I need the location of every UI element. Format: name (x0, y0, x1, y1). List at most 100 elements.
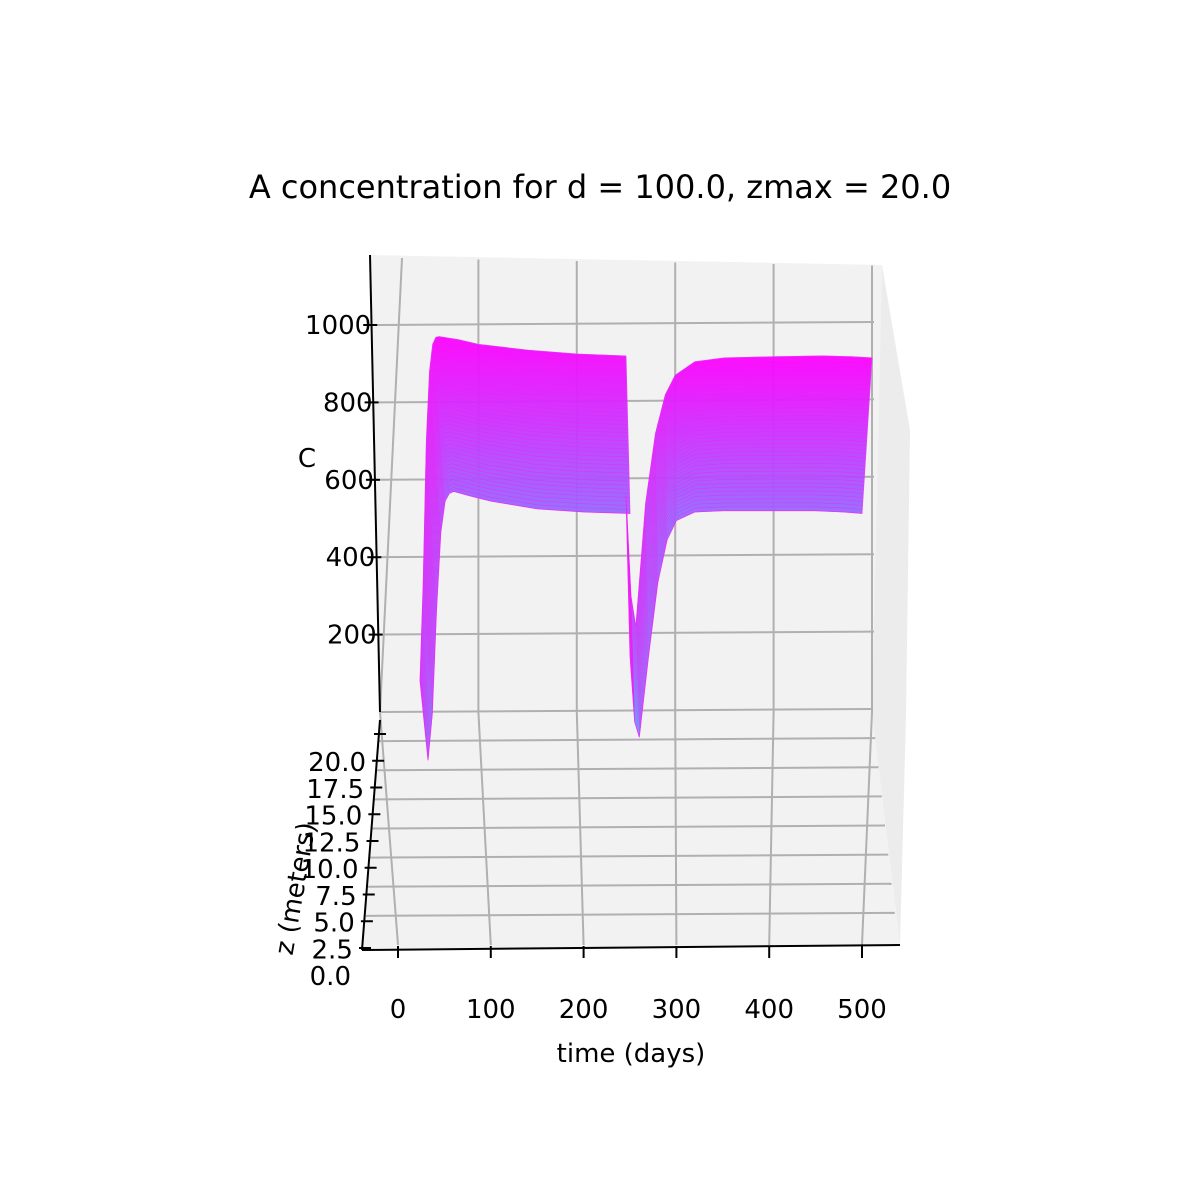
x-axis-line (361, 944, 901, 951)
grid-line-z (369, 853, 889, 859)
grid-line-z (375, 766, 879, 772)
surface-mesh-line (421, 379, 628, 704)
surface-mesh-line (424, 419, 629, 724)
surface-mesh-line (625, 359, 872, 630)
surface-mesh-line (422, 395, 628, 712)
x-tick-label: 500 (837, 995, 887, 1025)
surface-mesh-line (626, 399, 870, 659)
surface-mesh-line (627, 411, 869, 667)
surface-mesh-line (626, 383, 871, 647)
c-tick-label: 600 (324, 466, 374, 496)
surface-mesh-line (627, 439, 867, 687)
surface-mesh-line (628, 474, 865, 712)
grid-line-z (371, 824, 886, 830)
surface-mesh-line (422, 387, 628, 708)
surface-mesh-line (426, 463, 630, 747)
surface-mesh-line (421, 375, 628, 702)
grid-line-c (371, 630, 875, 636)
surface-mesh-line (627, 431, 868, 681)
grid-line-x-floor (674, 711, 678, 946)
grid-line-x-floor (768, 711, 775, 946)
z-tick-label: 10.0 (301, 855, 359, 885)
surface-mesh-line (628, 466, 865, 707)
surface-mesh-line (628, 454, 866, 698)
surface-mesh-line (422, 399, 628, 714)
surface-mesh-line (626, 395, 870, 656)
c-tick-label: 400 (326, 543, 376, 573)
c-tick-label: 800 (323, 388, 373, 418)
c-tick-label: 1000 (305, 311, 371, 341)
surface-mesh-line (424, 423, 629, 726)
z-tick-label: 20.0 (308, 748, 366, 778)
surface-mesh-line (425, 447, 629, 739)
surface-mesh-line (627, 435, 867, 684)
surface-mesh-line (625, 355, 873, 627)
x-tick-label: 300 (652, 995, 702, 1025)
grid-line-z (367, 882, 892, 888)
surface-mesh-line (628, 450, 866, 695)
surface-mesh-line (626, 403, 869, 661)
surface-mesh-line (420, 352, 627, 690)
surface-mesh-line (421, 368, 627, 698)
grid-line-x-floor (861, 711, 873, 946)
surface-mesh-line (425, 443, 629, 736)
surface-mesh-line (424, 427, 629, 728)
surface-mesh-line (626, 379, 871, 644)
surface-mesh-line (423, 411, 628, 720)
surface-mesh-line (419, 340, 627, 684)
surface-mesh-line (626, 375, 871, 642)
surface-mesh-line (427, 491, 631, 761)
surface-mesh-line (627, 407, 869, 664)
surface-mesh-line (427, 487, 630, 759)
surface-mesh-line (626, 391, 870, 653)
surface-mesh-line (628, 446, 867, 692)
surface-mesh-line (426, 459, 630, 745)
x-tick-label: 400 (744, 995, 794, 1025)
surface-mesh-line (423, 415, 629, 722)
surface-mesh-line (421, 372, 627, 700)
surface-mesh-line (424, 435, 629, 732)
z-tick-label: 0.0 (310, 962, 351, 992)
floor-pane (362, 712, 900, 950)
surface-mesh-line (629, 510, 863, 738)
surface-mesh-line (422, 383, 628, 706)
surface-mesh-line (426, 467, 630, 749)
z-tick-label: 2.5 (312, 935, 353, 965)
grid-line-c (371, 553, 875, 559)
c-axis-label: C (298, 444, 316, 474)
surface-mesh-line (628, 458, 866, 701)
surface-mesh-line (425, 455, 630, 743)
surface-mesh-line (626, 387, 870, 650)
grid-line-z (379, 708, 873, 713)
surface-mesh-line (421, 364, 627, 696)
surface-mesh-line (426, 475, 630, 753)
axes: 0 100 200 300 400 500 0.02.55.07.510.012.515.0… (270, 254, 901, 1069)
c-axis-line (369, 254, 381, 713)
chart-title: A concentration for d = 100.0, zmax = 20… (248, 168, 952, 206)
c-tick-label: 200 (327, 621, 377, 651)
surface-mesh-line (629, 502, 863, 732)
grid-line-z (373, 795, 882, 801)
surface-mesh-line (628, 462, 866, 704)
surface-mesh-line (427, 483, 630, 757)
grid-line-z (365, 911, 895, 917)
surface-mesh-line (625, 363, 872, 633)
surface-mesh-line (627, 442, 867, 690)
side-pane (872, 265, 910, 945)
surface-mesh-line (419, 336, 627, 682)
surface-mesh-line (420, 356, 627, 692)
grid-line-x-back (379, 257, 403, 713)
z-tick-label: 15.0 (304, 802, 362, 832)
surface-mesh-line (420, 360, 627, 694)
x-tick-label: 0 (390, 995, 407, 1025)
surface-mesh-line (628, 482, 864, 718)
grid-line-x-floor (575, 711, 585, 946)
surface-mesh-line (628, 478, 865, 715)
surface-mesh-line (425, 451, 629, 741)
surface-mesh-line (628, 470, 865, 709)
x-tick-label: 100 (466, 995, 516, 1025)
surface-mesh-line (420, 348, 627, 688)
surface-mesh-line (422, 391, 628, 710)
surface-mesh-line (420, 344, 627, 686)
